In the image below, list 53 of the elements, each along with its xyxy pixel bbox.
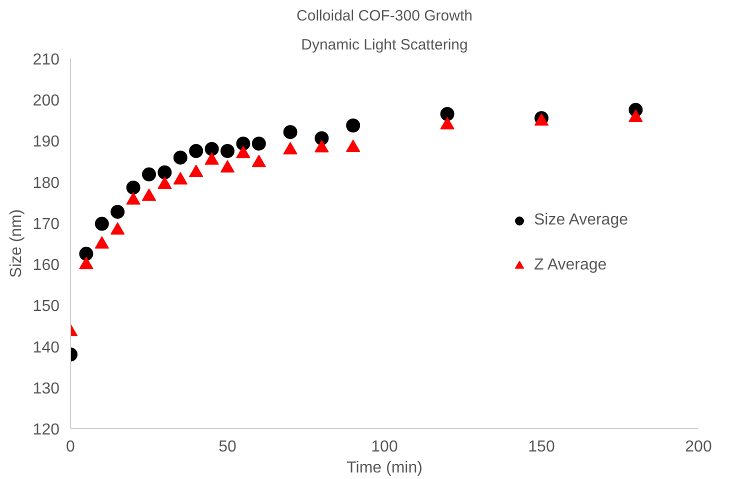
point [204,142,219,156]
legend-label: Size Average [534,212,628,230]
point [440,117,454,130]
point [236,146,250,158]
x-tick-label: 100 [371,438,398,456]
point [252,136,266,151]
y-tick-label: 200 [32,92,60,110]
y-axis-title: Size (nm) [8,209,25,278]
point [346,118,360,132]
point [189,144,204,158]
point [110,222,125,235]
x-tick-label: 50 [218,438,236,456]
point [283,142,298,154]
y-tick-label: 210 [32,52,60,68]
y-tick-label: 190 [32,134,60,151]
point [173,150,188,165]
point [204,152,219,165]
y-tick-label: 140 [32,339,60,356]
x-tick-label: 200 [685,438,712,456]
legend-label: Z Average [534,256,607,274]
point [220,160,234,173]
point [142,167,156,182]
point [173,172,188,184]
point [440,107,454,121]
point [252,154,266,168]
x-tick-label: 150 [528,438,555,456]
chart-title: Colloidal COF-300 Growth [296,8,472,24]
y-tick-label: 150 [32,298,60,316]
point [220,144,234,158]
point [142,188,156,201]
x-axis-title: Time (min) [346,460,422,476]
point [314,140,329,152]
point [236,136,250,151]
point [283,125,298,140]
chart-subtitle: Dynamic Light Scattering [301,36,468,54]
point [158,176,172,189]
point [94,236,109,249]
point [189,164,204,178]
point [126,192,140,205]
y-tick-label: 160 [32,257,60,274]
point [110,204,125,219]
y-tick-label: 180 [32,174,60,192]
point [158,165,172,180]
point [126,180,140,195]
y-tick-label: 120 [32,422,60,438]
point [79,256,94,270]
y-tick-label: 170 [32,216,60,233]
point [94,216,109,231]
point [79,246,94,261]
x-tick-label: 0 [66,438,76,456]
point [346,140,360,152]
point [628,110,643,122]
y-tick-label: 130 [32,380,60,398]
